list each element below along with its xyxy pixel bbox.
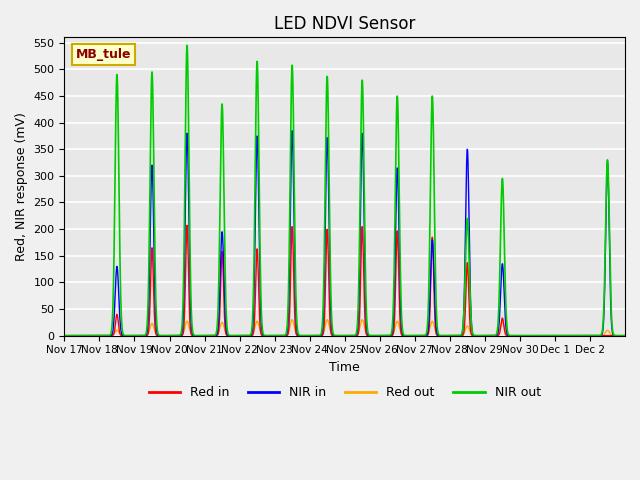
NIR in <box>175 333 183 338</box>
Red in <box>502 332 509 338</box>
Red in <box>553 333 561 338</box>
NIR out <box>417 333 424 338</box>
Red in <box>183 223 191 228</box>
NIR in <box>621 333 629 338</box>
Red out <box>467 329 474 335</box>
NIR out <box>175 333 183 338</box>
Red in <box>621 333 629 338</box>
Title: LED NDVI Sensor: LED NDVI Sensor <box>274 15 415 33</box>
Red in <box>467 322 474 328</box>
NIR in <box>536 333 543 338</box>
Red out <box>536 333 543 338</box>
Line: NIR out: NIR out <box>65 46 625 336</box>
NIR in <box>417 333 424 338</box>
NIR in <box>467 278 474 284</box>
Red in <box>61 333 68 338</box>
NIR out <box>536 333 543 338</box>
NIR out <box>467 290 474 296</box>
NIR out <box>183 43 191 48</box>
Red out <box>417 333 424 338</box>
Red out <box>61 333 68 338</box>
Text: MB_tule: MB_tule <box>76 48 131 61</box>
NIR out <box>615 333 623 338</box>
Red out <box>175 333 183 338</box>
Red out <box>502 329 509 335</box>
Line: NIR in: NIR in <box>65 131 625 336</box>
Red in <box>536 333 543 338</box>
Red in <box>417 333 424 338</box>
Red out <box>289 317 296 323</box>
NIR in <box>502 323 509 328</box>
Line: Red in: Red in <box>65 226 625 336</box>
Red in <box>175 333 183 338</box>
NIR out <box>621 333 629 338</box>
Line: Red out: Red out <box>65 320 625 336</box>
NIR in <box>615 333 623 338</box>
NIR in <box>289 128 296 133</box>
Legend: Red in, NIR in, Red out, NIR out: Red in, NIR in, Red out, NIR out <box>143 381 546 404</box>
NIR out <box>502 301 509 307</box>
Y-axis label: Red, NIR response (mV): Red, NIR response (mV) <box>15 112 28 261</box>
Red in <box>615 333 623 338</box>
Red out <box>621 333 629 338</box>
NIR in <box>61 333 68 338</box>
X-axis label: Time: Time <box>330 361 360 374</box>
NIR out <box>61 333 68 338</box>
Red out <box>615 333 623 338</box>
